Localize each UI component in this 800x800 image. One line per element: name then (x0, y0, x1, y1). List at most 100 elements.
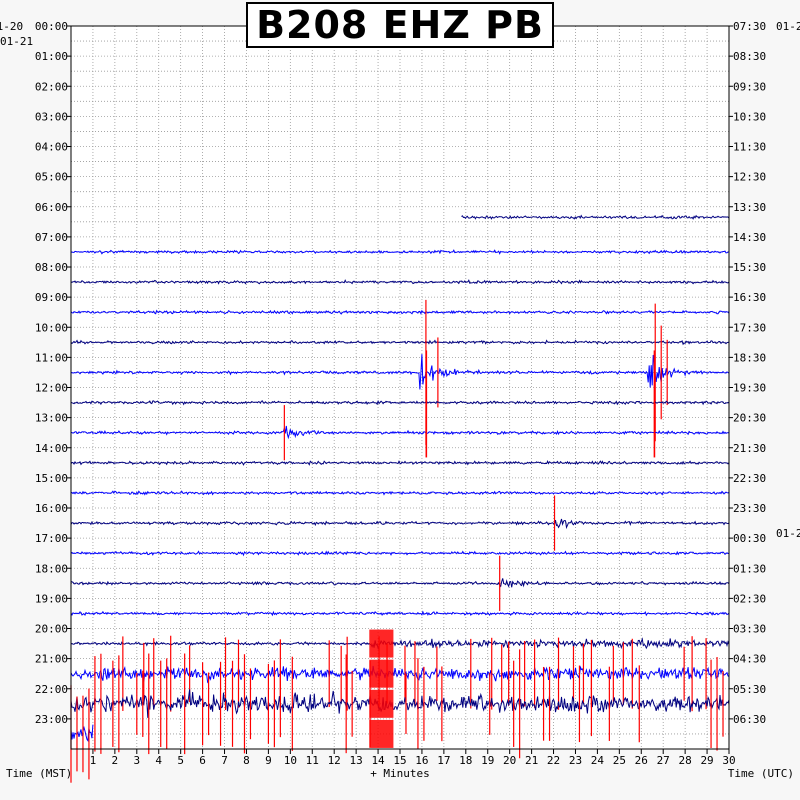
right-hour-label: 08:30 (733, 50, 766, 63)
trace-row-10 (70, 339, 730, 346)
x-tick-label: 4 (155, 754, 162, 767)
x-axis-label: + Minutes (370, 767, 430, 780)
left-hour-label: 20:00 (35, 623, 68, 636)
chart-title: B208 EHZ PB (256, 3, 544, 47)
right-hour-label: 15:30 (733, 261, 766, 274)
x-tick-label: 30 (722, 754, 735, 767)
right-hour-label: 17:30 (733, 321, 766, 334)
right-hour-label: 20:30 (733, 412, 766, 425)
right-hour-label: 00:30 (733, 532, 766, 545)
right-hour-label: 05:30 (733, 683, 766, 696)
right-hour-label: 19:30 (733, 382, 766, 395)
x-tick-label: 16 (415, 754, 428, 767)
right-hour-label: 22:30 (733, 472, 766, 485)
right-hour-label: 10:30 (733, 110, 766, 123)
left-hour-label: 18:00 (35, 562, 68, 575)
x-tick-label: 22 (547, 754, 560, 767)
right-hour-label: 12:30 (733, 171, 766, 184)
trace-row-21 (70, 665, 730, 684)
left-hour-label: 21:00 (35, 653, 68, 666)
left-hour-label: 16:00 (35, 502, 68, 515)
x-tick-label: 26 (635, 754, 648, 767)
left-hour-label: 11:00 (35, 351, 68, 364)
left-hour-label: 08:00 (35, 261, 68, 274)
x-tick-label: 25 (613, 754, 626, 767)
x-tick-label: 20 (503, 754, 516, 767)
x-tick-label: 19 (481, 754, 494, 767)
trace-row-22 (70, 689, 730, 718)
left-hour-label: 19:00 (35, 592, 68, 605)
trace-row-12 (70, 399, 730, 406)
x-tick-label: 15 (393, 754, 406, 767)
trace-row-11 (70, 354, 730, 390)
left-date-label: 01-20 (0, 20, 23, 33)
x-tick-label: 6 (199, 754, 206, 767)
right-hour-label: 11:30 (733, 141, 766, 154)
right-hour-label: 04:30 (733, 653, 766, 666)
x-tick-label: 18 (459, 754, 472, 767)
x-tick-label: 13 (350, 754, 363, 767)
left-hour-label: 14:00 (35, 442, 68, 455)
x-tick-label: 2 (112, 754, 119, 767)
axis-labels: 1 2 3 4 5 6 7 8 9 10 11 12 13 14 15 16 17 18 19 20 21 22 23 24 2… (0, 20, 800, 780)
x-tick-label: 12 (328, 754, 341, 767)
left-hour-label: 15:00 (35, 472, 68, 485)
x-tick-label: 7 (221, 754, 228, 767)
right-hour-label: 01:30 (733, 562, 766, 575)
trace-row-7 (70, 249, 730, 255)
trace-row-8 (70, 279, 730, 285)
x-tick-label: 1 (90, 754, 97, 767)
right-hour-label: 13:30 (733, 201, 766, 214)
x-tick-label: 9 (265, 754, 272, 767)
x-tick-label: 23 (569, 754, 582, 767)
left-hour-label: 09:00 (35, 291, 68, 304)
left-hour-label: 23:00 (35, 713, 68, 726)
right-hour-label: 02:30 (733, 592, 766, 605)
right-hour-label: 18:30 (733, 351, 766, 364)
right-hour-label: 06:30 (733, 713, 766, 726)
right-hour-label: 09:30 (733, 80, 766, 93)
trace-row-20 (70, 637, 730, 650)
right-axis-label: Time (UTC) (728, 767, 794, 780)
clip-block (369, 689, 394, 718)
x-tick-label: 10 (284, 754, 297, 767)
x-tick-label: 17 (437, 754, 450, 767)
left-date-label: 01-21 (0, 35, 33, 48)
x-tick-label: 27 (657, 754, 670, 767)
left-hour-label: 06:00 (35, 201, 68, 214)
right-hour-label: 14:30 (733, 231, 766, 244)
x-tick-label: 24 (591, 754, 605, 767)
trace-row-17 (70, 550, 729, 557)
clip-block (369, 719, 394, 748)
grid (71, 25, 729, 750)
right-hour-label: 03:30 (733, 623, 766, 636)
left-hour-label: 07:00 (35, 231, 68, 244)
trace-row-15 (70, 490, 730, 496)
right-hour-label: 23:30 (733, 502, 766, 515)
x-tick-label: 11 (306, 754, 319, 767)
x-tick-label: 21 (525, 754, 538, 767)
seismic-traces (70, 214, 730, 783)
trace-row-16 (70, 518, 730, 530)
right-date-label: 01-21 (776, 20, 800, 33)
left-hour-label: 13:00 (35, 412, 68, 425)
left-hour-label: 22:00 (35, 683, 68, 696)
left-hour-label: 05:00 (35, 171, 68, 184)
trace-row-19 (70, 610, 730, 617)
trace-row-13 (70, 425, 730, 440)
x-tick-label: 8 (243, 754, 250, 767)
clip-block (369, 629, 394, 658)
x-tick-label: 29 (700, 754, 713, 767)
right-date-label: 01-22 (776, 527, 800, 540)
trace-row-14 (70, 460, 730, 466)
left-hour-label: 10:00 (35, 321, 68, 334)
left-hour-label: 17:00 (35, 532, 68, 545)
right-hour-label: 07:30 (733, 20, 766, 33)
left-hour-label: 03:00 (35, 110, 68, 123)
clip-block (369, 659, 394, 688)
right-hour-label: 16:30 (733, 291, 766, 304)
x-tick-label: 3 (133, 754, 140, 767)
trace-row-6 (461, 214, 730, 220)
x-tick-label: 14 (371, 754, 385, 767)
